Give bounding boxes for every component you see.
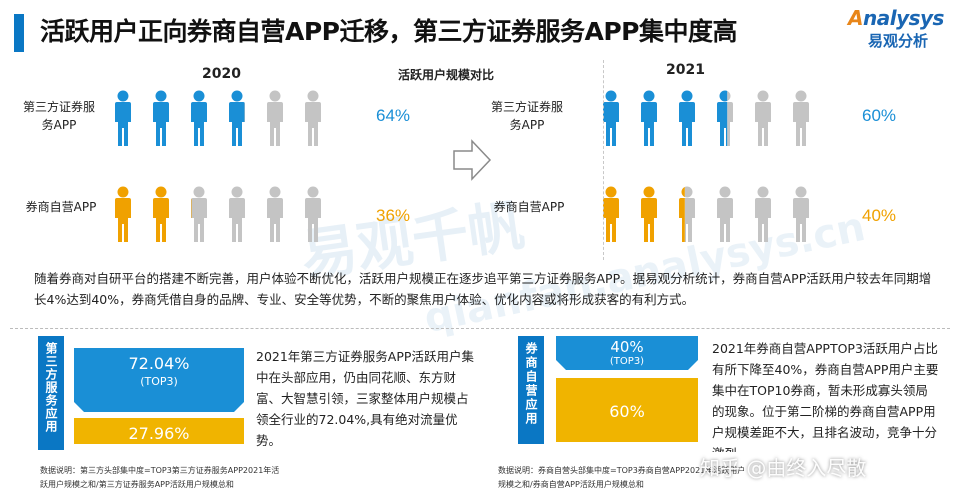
year-2021: 2021 xyxy=(666,62,705,78)
person-icon xyxy=(226,90,248,148)
person-icon xyxy=(150,90,172,148)
row-label-third-party-2020: 第三方证券服务APP xyxy=(22,100,95,132)
logo-letter-a: A xyxy=(848,6,863,30)
third-party-note: 数据说明：第三方头部集中度=TOP3第三方证券服务APP2021年活跃用户规模之… xyxy=(40,466,280,489)
person-icon xyxy=(714,90,736,148)
person-icon xyxy=(302,90,324,148)
concentration-shape-third-party xyxy=(74,348,244,444)
person-icon xyxy=(226,186,248,244)
person-icon xyxy=(752,186,774,244)
person-icon xyxy=(790,90,812,148)
person-icon xyxy=(714,186,736,244)
person-icon xyxy=(188,90,210,148)
broker-description: 2021年券商自营APPTOP3活跃用户占比有所下降至40%，券商自营APP用户… xyxy=(712,341,939,452)
pct-third-party-2020: 64% xyxy=(376,106,411,125)
person-icon xyxy=(638,90,660,148)
rest-value-third-party: 27.96% xyxy=(128,424,190,443)
person-icon xyxy=(302,186,324,244)
zhihu-watermark: 知乎 @由终入尽散 xyxy=(700,456,867,480)
person-icon xyxy=(790,186,812,244)
comparison-caption: 活跃用户规模对比 xyxy=(398,68,495,82)
pct-broker-2020: 36% xyxy=(376,206,411,225)
top3-value-third-party: 72.04% xyxy=(128,354,190,373)
top3-sub-broker: (TOP3) xyxy=(609,356,645,367)
person-icon xyxy=(752,90,774,148)
page-title: 活跃用户正向券商自营APP迁移，第三方证券服务APP集中度高 xyxy=(40,17,738,46)
row-label-broker-2020: 券商自营APP xyxy=(25,200,97,214)
third-party-description: 2021年第三方证券服务APP活跃用户集中在头部应用，仍由同花顺、东方财富、大智… xyxy=(256,349,474,448)
pct-third-party-2021: 60% xyxy=(862,106,897,125)
year-2020: 2020 xyxy=(202,66,241,82)
broker-note: 数据说明：券商自营头部集中度=TOP3券商自营APP2021年活跃用户规模之和/… xyxy=(498,466,746,489)
concentration-shape-broker xyxy=(556,336,698,442)
panel-divider xyxy=(603,60,604,260)
person-icon xyxy=(112,186,134,244)
person-icon xyxy=(188,186,210,244)
title-accent-bar xyxy=(14,14,24,52)
person-icon xyxy=(676,186,698,244)
summary-paragraph: 随着券商对自研平台的搭建不断完善，用户体验不断优化，活跃用户规模正在逐步追平第三… xyxy=(34,271,932,307)
pct-broker-2021: 40% xyxy=(862,206,897,225)
row-label-broker-2021: 券商自营APP xyxy=(493,200,565,214)
person-icon xyxy=(264,90,286,148)
person-icon xyxy=(600,90,622,148)
section-divider xyxy=(10,328,950,329)
right-arrow-icon xyxy=(453,139,492,181)
row-label-third-party-2021: 第三方证券服务APP xyxy=(490,100,563,132)
analysys-logo: Analysys 易观分析 xyxy=(838,6,948,54)
side-label-third-party-text: 第三方服务应用 xyxy=(44,342,58,433)
top3-sub-third-party: (TOP3) xyxy=(140,375,178,388)
logo-text-cn: 易观分析 xyxy=(868,32,929,50)
side-label-third-party: 第三方服务应用 xyxy=(38,336,64,450)
rest-value-broker: 60% xyxy=(609,402,645,421)
person-icon xyxy=(676,90,698,148)
person-icon xyxy=(638,186,660,244)
top3-value-broker: 40% xyxy=(610,338,644,356)
side-label-broker: 券商自营应用 xyxy=(518,336,544,444)
person-icon xyxy=(264,186,286,244)
side-label-broker-text: 券商自营应用 xyxy=(524,342,538,426)
person-icon xyxy=(150,186,172,244)
person-icon xyxy=(600,186,622,244)
logo-text-en: nalysys xyxy=(862,6,944,30)
person-icon xyxy=(112,90,134,148)
